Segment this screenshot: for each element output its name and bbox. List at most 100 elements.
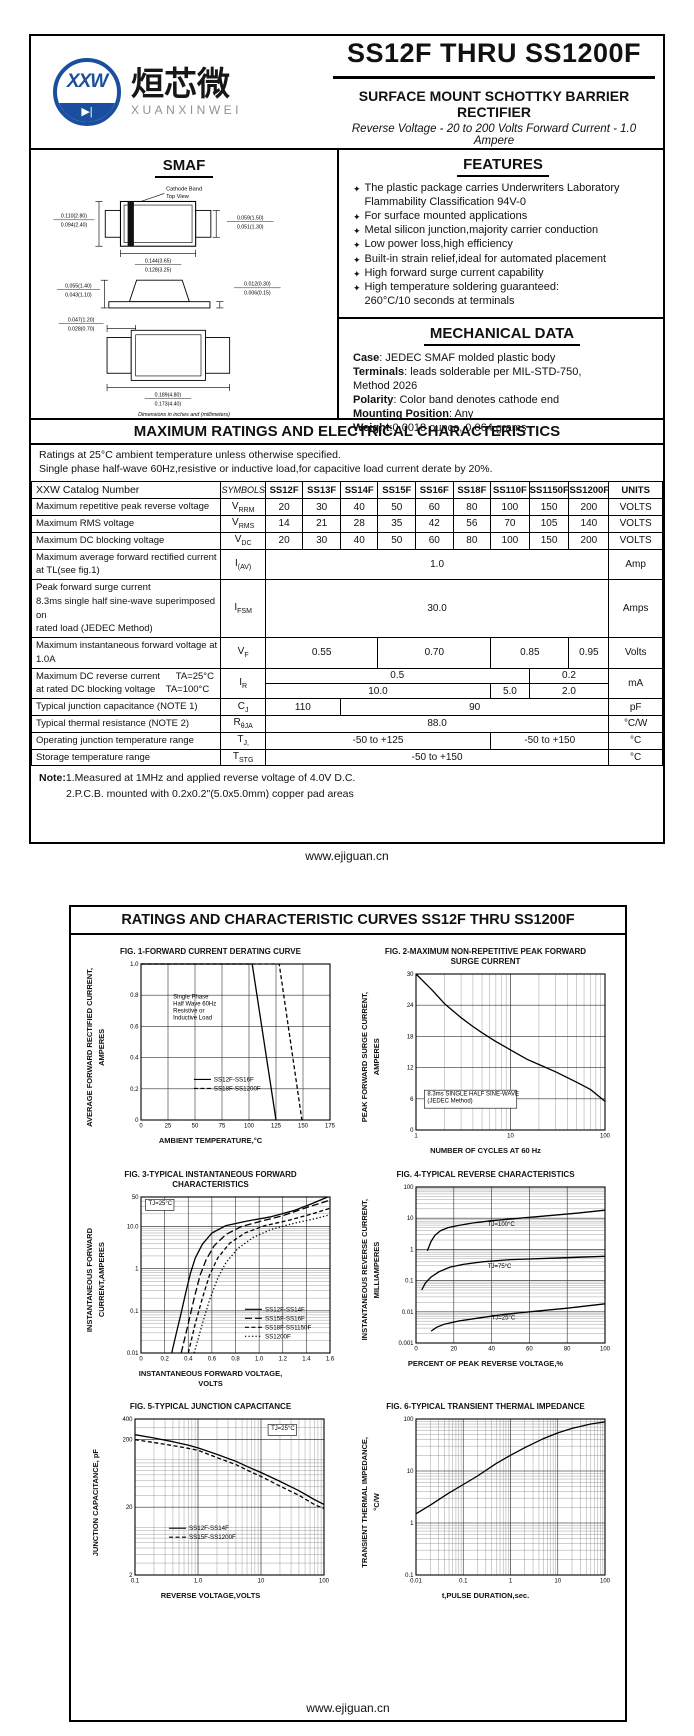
value-cell: 30.0 <box>264 579 610 639</box>
ratings-conditions: Ratings at 25°C ambient temperature unle… <box>31 445 663 481</box>
brand-name-en: XUANXINWEI <box>131 103 243 117</box>
value-cell: 150 <box>528 498 570 517</box>
ratings-table: XXW Catalog Number SYMBOLS SS12F SS13F SS14F… <box>30 481 663 767</box>
svg-text:400: 400 <box>122 1417 133 1423</box>
figure-6-title: FIG. 6-TYPICAL TRANSIENT THERMAL IMPEDAN… <box>386 1402 585 1412</box>
figures-grid: FIG. 1-FORWARD CURRENT DERATING CURVE AV… <box>71 935 625 1605</box>
svg-text:0.6: 0.6 <box>207 1356 216 1362</box>
svg-text:8.3ms SINGLE HALF SINE-WAVE: 8.3ms SINGLE HALF SINE-WAVE <box>427 1092 519 1098</box>
dim-body-height-max: 0.110(2.80) <box>61 214 87 220</box>
unit-cell: °C/W <box>608 715 663 733</box>
symbol-cell: IR <box>220 667 266 700</box>
figure-5-plot: 0.1 1.0 10 100 2 20 200 400 SS12F-SS14F SS15F-SS1… <box>122 1417 329 1585</box>
dim-body-height-min: 0.094(2.40) <box>61 223 88 229</box>
dimensions-caption: Dimensions in inches and (millimeters) <box>138 412 230 418</box>
svg-text:0.001: 0.001 <box>398 1341 414 1347</box>
svg-text:6: 6 <box>410 1097 414 1103</box>
svg-text:1.6: 1.6 <box>325 1356 334 1362</box>
figure-2-title: FIG. 2-MAXIMUM NON-REPETITIVE PEAK FORWA… <box>384 947 587 966</box>
ratings-condition-2: Single phase half-wave 60Hz,resistive or… <box>39 462 493 475</box>
param-name-cell: Typical junction capacitance (NOTE 1) <box>30 698 222 716</box>
param-name-cell: Maximum DC blocking voltage <box>30 531 222 550</box>
figure-4: FIG. 4-TYPICAL REVERSE CHARACTERISTICS I… <box>348 1170 623 1389</box>
package-outline-drawing: Cathode Band Top View 0.110(2.80) 0.094(… <box>53 187 281 418</box>
bullet-icon: ✦ <box>353 283 361 294</box>
cathode-band-label: Cathode Band <box>166 187 202 193</box>
mech-polarity: Polarity: Color band denotes cathode end <box>353 394 560 407</box>
page1-footer-url: www.ejiguan.cn <box>305 849 389 863</box>
col-header: SS16F <box>415 481 454 500</box>
svg-text:24: 24 <box>406 1003 413 1009</box>
svg-text:1.4: 1.4 <box>302 1356 311 1362</box>
svg-text:1.0: 1.0 <box>254 1356 263 1362</box>
svg-text:0: 0 <box>139 1124 143 1130</box>
figure-6-y-axis-label: TRANSIENT THERMAL IMPEDANCE, °C/W <box>359 1436 381 1568</box>
param-name-cell: Maximum repetitive peak reverse voltage <box>30 498 222 517</box>
value-cell: 20 <box>264 498 304 517</box>
info-panel: FEATURES ✦ The plastic package carries Un… <box>339 150 663 434</box>
svg-text:0.4: 0.4 <box>130 1056 139 1062</box>
value-cell: 30 <box>302 498 341 517</box>
svg-text:1: 1 <box>410 1247 414 1253</box>
symbol-cell: TSTG <box>220 748 266 767</box>
svg-text:SS12F-SS14F: SS12F-SS14F <box>264 1306 304 1313</box>
value-cell: 40 <box>339 498 379 517</box>
svg-text:18: 18 <box>406 1034 413 1040</box>
col-header: SYMBOLS <box>220 481 266 500</box>
figure-1: FIG. 1-FORWARD CURRENT DERATING CURVE AV… <box>73 947 348 1156</box>
svg-text:1.2: 1.2 <box>278 1356 287 1362</box>
value-cell: 60 <box>415 498 454 517</box>
value-cell: 140 <box>568 515 610 533</box>
svg-text:0.1: 0.1 <box>130 1579 139 1585</box>
svg-text:TJ=75°C: TJ=75°C <box>487 1264 511 1270</box>
features-title: FEATURES <box>457 156 549 177</box>
svg-text:TJ=25°C: TJ=25°C <box>491 1315 515 1321</box>
col-header: SS1150F <box>528 481 570 500</box>
ratings-line: Reverse Voltage - 20 to 200 Volts Forwar… <box>351 122 637 147</box>
value-cell: 70 <box>490 515 530 533</box>
symbol-cell: I(AV) <box>220 548 266 581</box>
symbol-cell: VRMS <box>220 515 266 533</box>
package-drawing-panel: SMAF Cathode Band Top View 0.110(2.80) <box>31 150 339 418</box>
svg-text:10: 10 <box>554 1579 561 1585</box>
svg-text:0.2: 0.2 <box>160 1356 169 1362</box>
feature-item: ✦ High temperature soldering guaranteed: … <box>353 281 560 308</box>
figure-1-plot: 0 25 50 75 100 125 150 175 0 0.2 0.4 0.6 0.8 1.0 SS12F… <box>130 962 336 1130</box>
symbol-cell: TJ, <box>220 731 266 750</box>
feature-item: ✦ High forward surge current capability <box>353 267 653 281</box>
figure-2-x-axis-label: NUMBER OF CYCLES AT 60 Hz <box>430 1146 541 1155</box>
unit-cell: Volts <box>608 637 663 669</box>
mech-terminals: Terminals: leads solderable per MIL-STD-… <box>353 366 582 393</box>
mechanical-title: MECHANICAL DATA <box>423 325 581 346</box>
svg-text:0.01: 0.01 <box>401 1310 413 1316</box>
svg-text:20: 20 <box>450 1346 457 1352</box>
note-line-1: Note:1.Measured at 1MHz and applied reve… <box>39 772 356 785</box>
value-cell: 35 <box>377 515 417 533</box>
value-cell: 60 <box>415 531 454 550</box>
figure-5-title: FIG. 5-TYPICAL JUNCTION CAPACITANCE <box>129 1402 292 1412</box>
svg-text:175: 175 <box>324 1124 335 1130</box>
svg-text:0.2: 0.2 <box>130 1087 139 1093</box>
value-cell: 200 <box>568 531 610 550</box>
param-name-cell: Maximum DC reverse current TA=25°C at ra… <box>30 667 222 700</box>
svg-text:TJ=25°C: TJ=25°C <box>148 1201 172 1207</box>
svg-text:2: 2 <box>129 1573 133 1579</box>
value-cell: 0.95 <box>568 637 610 669</box>
brand-names: 烜芯微 XUANXINWEI <box>131 67 242 117</box>
svg-text:100: 100 <box>599 1346 610 1352</box>
value-cell: 0.55 <box>264 637 379 669</box>
value-cell: 50 <box>377 498 417 517</box>
svg-text:12: 12 <box>406 1066 413 1072</box>
subtitle: SURFACE MOUNT SCHOTTKY BARRIER RECTIFIER <box>358 87 630 120</box>
svg-text:0: 0 <box>410 1128 414 1134</box>
param-name-cell: Maximum RMS voltage <box>30 515 222 533</box>
svg-text:0.6: 0.6 <box>130 1024 139 1030</box>
svg-text:TJ=25°C: TJ=25°C <box>271 1426 295 1432</box>
dim-lead-thickness-max: 0.012(0.30) <box>244 282 271 288</box>
mechanical-data-section: MECHANICAL DATA Case: JEDEC SMAF molded … <box>339 319 663 439</box>
unit-cell: Amp <box>608 548 663 581</box>
dim-total-width-max: 0.189(4.80) <box>155 393 182 399</box>
bullet-icon: ✦ <box>353 211 361 222</box>
features-list: ✦ The plastic package carries Underwriter… <box>353 182 653 309</box>
figure-1-x-axis-label: AMBIENT TEMPERATURE,°C <box>158 1136 263 1145</box>
